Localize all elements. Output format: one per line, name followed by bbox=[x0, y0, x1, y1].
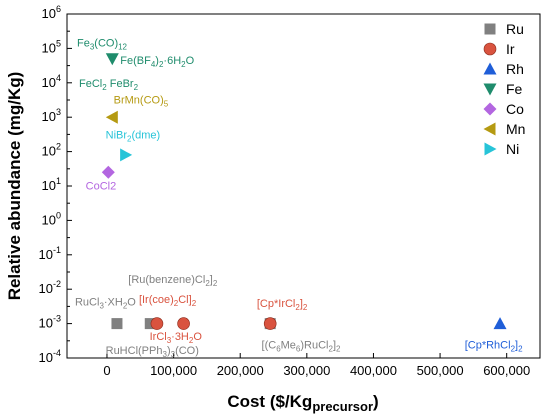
point-co bbox=[101, 165, 115, 179]
legend-label-ir: Ir bbox=[506, 41, 515, 57]
data-points bbox=[101, 53, 507, 330]
legend: Ru Ir Rh Fe Co Mn Ni bbox=[483, 21, 525, 157]
x-tick-label: 500,000 bbox=[417, 363, 464, 378]
y-tick-label: 102 bbox=[42, 142, 61, 159]
legend-label-mn: Mn bbox=[506, 121, 525, 137]
legend-marker-mn bbox=[483, 122, 496, 136]
legend-marker-rh bbox=[483, 62, 497, 75]
x-axis-title: Cost ($/Kgprecursor) bbox=[227, 392, 378, 414]
point-fe bbox=[105, 53, 119, 66]
legend-marker-co bbox=[483, 102, 497, 116]
y-tick-label: 106 bbox=[42, 4, 61, 21]
point-ir bbox=[150, 317, 164, 330]
legend-label-ru: Ru bbox=[506, 21, 524, 37]
y-axis-title: Relative abundance (mg/Kg) bbox=[5, 72, 24, 301]
annotation-label: Fe(BF4)2·6H2O bbox=[120, 55, 194, 69]
point-ir bbox=[263, 317, 277, 330]
x-tick-label: 600,000 bbox=[483, 363, 530, 378]
y-tick-label: 104 bbox=[42, 73, 61, 90]
y-tick-label: 10-2 bbox=[39, 279, 61, 296]
annotation-label: FeCl2 FeBr2 bbox=[79, 78, 139, 92]
annotation-label: [(C6Me6)RuCl2]2 bbox=[262, 339, 342, 353]
y-tick-label: 105 bbox=[42, 38, 61, 55]
annotation-label: [Ru(benzene)Cl2]2 bbox=[128, 274, 218, 288]
point-ru bbox=[111, 318, 123, 330]
annotation-label: IrCl3·3H2O bbox=[150, 331, 203, 345]
annotation-label: RuCl3·XH2O bbox=[75, 296, 136, 310]
y-tick-label: 10-4 bbox=[39, 348, 61, 365]
annotation-label: RuHCl(PPh3)3(CO) bbox=[106, 345, 199, 359]
annotation-label: [Cp*RhCl2]2 bbox=[465, 339, 523, 353]
annotation-label: BrMn(CO)5 bbox=[114, 94, 169, 108]
y-tick-label: 10-3 bbox=[39, 314, 61, 331]
x-tick-label: 100,000 bbox=[150, 363, 197, 378]
x-tick-label: 400,000 bbox=[350, 363, 397, 378]
point-ni bbox=[120, 148, 133, 162]
legend-marker-ru bbox=[484, 23, 496, 35]
annotation-label: [Cp*IrCl2]2 bbox=[257, 298, 308, 312]
x-tick-label: 0 bbox=[103, 363, 110, 378]
x-tick-label: 300,000 bbox=[283, 363, 330, 378]
point-ir bbox=[177, 317, 190, 330]
legend-label-ni: Ni bbox=[506, 141, 519, 157]
point-mn bbox=[105, 110, 118, 124]
point-rh bbox=[493, 317, 507, 330]
legend-label-rh: Rh bbox=[506, 61, 524, 77]
axis-ticks: 0 100,000 200,000 300,000 400,000 500,000 600,… bbox=[39, 4, 531, 378]
legend-marker-ir bbox=[483, 42, 497, 56]
annotation-label: [Ir(coe)2Cl]2 bbox=[139, 294, 197, 308]
annotation-label: CoCl2 bbox=[86, 180, 117, 192]
legend-marker-fe bbox=[483, 83, 497, 96]
legend-label-fe: Fe bbox=[506, 81, 523, 97]
annotations: Fe3(CO)12 Fe(BF4)2·6H2O FeCl2 FeBr2 BrMn(CO… bbox=[75, 38, 523, 359]
annotation-label: Fe3(CO)12 bbox=[77, 38, 128, 52]
point-ru bbox=[144, 318, 156, 330]
y-tick-label: 10-1 bbox=[39, 245, 61, 262]
legend-label-co: Co bbox=[506, 101, 524, 117]
y-tick-label: 101 bbox=[42, 176, 61, 193]
annotation-label: NiBr2(dme) bbox=[106, 130, 161, 144]
y-tick-label: 100 bbox=[42, 210, 61, 227]
legend-marker-ni bbox=[484, 142, 497, 156]
y-tick-label: 103 bbox=[42, 107, 61, 124]
x-tick-label: 200,000 bbox=[217, 363, 264, 378]
